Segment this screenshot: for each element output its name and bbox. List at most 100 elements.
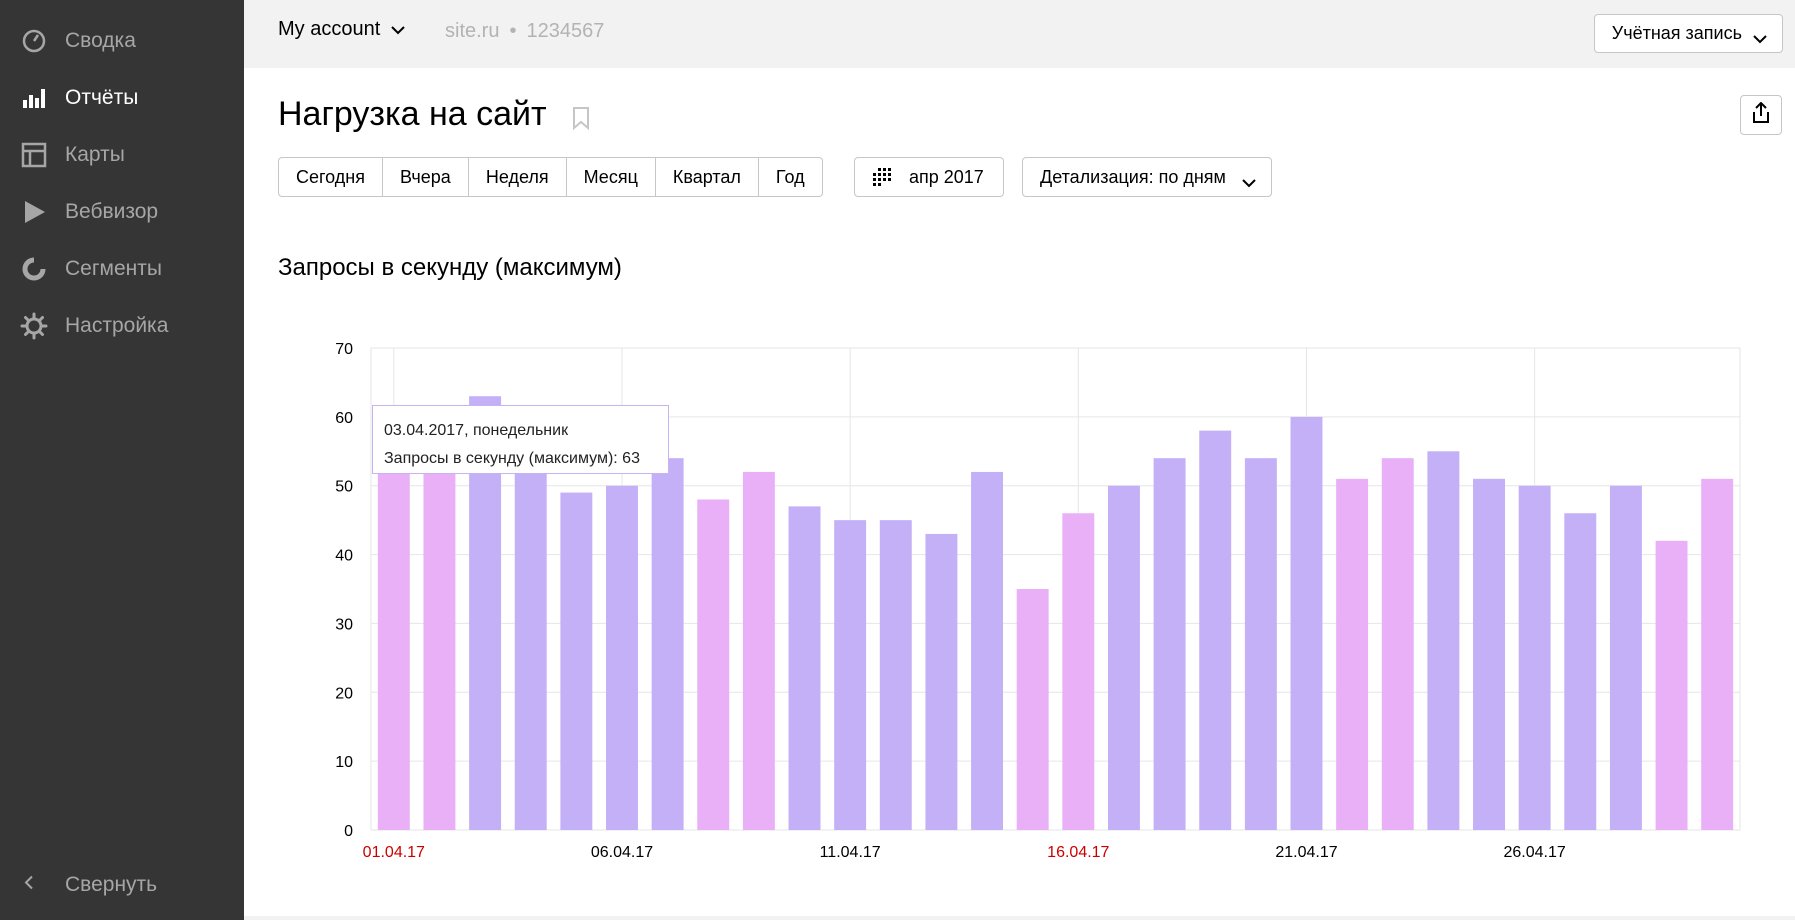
calendar-grid-icon	[873, 168, 895, 186]
x-tick-label: 01.04.17	[363, 844, 425, 861]
sidebar-item-label: Сводка	[65, 28, 136, 52]
sidebar-item-label: Сегменты	[65, 256, 162, 280]
sidebar-item-label: Карты	[65, 142, 125, 166]
bar-28.04.17[interactable]	[1609, 485, 1642, 830]
sidebar-item-settings[interactable]: Настройка	[0, 297, 244, 354]
chevron-down-icon	[1752, 28, 1768, 49]
bookmark-icon[interactable]	[572, 106, 590, 135]
bottom-divider	[244, 916, 1795, 920]
x-tick-label: 26.04.17	[1504, 844, 1566, 861]
x-tick-label: 21.04.17	[1275, 844, 1337, 861]
bar-13.04.17[interactable]	[925, 533, 958, 830]
detail-dropdown[interactable]: Детализация: по дням	[1022, 157, 1272, 197]
bar-25.04.17[interactable]	[1473, 478, 1505, 830]
chevron-down-icon	[390, 22, 406, 40]
play-icon	[20, 198, 48, 226]
bar-24.04.17[interactable]	[1427, 451, 1460, 830]
bar-22.04.17[interactable]	[1336, 478, 1369, 830]
bar-27.04.17[interactable]	[1564, 513, 1597, 830]
detail-label: Детализация: по дням	[1040, 166, 1226, 187]
user-account-label: Учётная запись	[1611, 23, 1742, 43]
bar-06.04.17[interactable]	[606, 485, 638, 830]
y-tick-label: 60	[335, 410, 353, 427]
bar-09.04.17[interactable]	[742, 471, 775, 830]
bar-30.04.17[interactable]	[1701, 478, 1734, 830]
bar-19.04.17[interactable]	[1199, 430, 1232, 830]
sidebar-item-label: Настройка	[65, 313, 169, 337]
y-tick-label: 0	[344, 823, 353, 840]
period-selector: Сегодня Вчера Неделя Месяц Квартал Год	[278, 157, 823, 197]
period-year-button[interactable]: Год	[757, 158, 822, 196]
counter-id: 1234567	[526, 20, 605, 42]
period-quarter-button[interactable]: Квартал	[654, 158, 758, 196]
site-info: site.ru • 1234567	[445, 20, 604, 43]
y-tick-label: 20	[335, 685, 353, 702]
bar-11.04.17[interactable]	[834, 520, 867, 830]
gear-icon	[20, 312, 48, 340]
plot-area-border	[370, 347, 1741, 831]
bar-17.04.17[interactable]	[1107, 485, 1140, 830]
pie-segment-icon	[20, 255, 48, 283]
y-tick-label: 10	[335, 754, 353, 771]
bar-07.04.17[interactable]	[651, 458, 684, 830]
user-account-button[interactable]: Учётная запись	[1593, 14, 1783, 53]
gauge-icon	[20, 27, 48, 55]
bar-18.04.17[interactable]	[1153, 458, 1186, 830]
y-tick-label: 30	[335, 616, 353, 633]
chart-tooltip: 03.04.2017, понедельник Запросы в секунд…	[372, 405, 669, 474]
bar-05.04.17[interactable]	[560, 492, 593, 830]
bar-02.04.17[interactable]	[423, 437, 456, 830]
sidebar-item-maps[interactable]: Карты	[0, 126, 244, 183]
tooltip-date: 03.04.2017, понедельник	[384, 422, 569, 439]
sidebar-item-webvisor[interactable]: Вебвизор	[0, 183, 244, 240]
bar-16.04.17[interactable]	[1062, 513, 1095, 830]
x-tick-label: 16.04.17	[1047, 844, 1109, 861]
chevron-down-icon	[1241, 172, 1257, 193]
bar-chart-icon	[20, 84, 48, 112]
y-tick-label: 70	[335, 341, 353, 358]
share-upload-icon	[1751, 101, 1771, 129]
sidebar-item-segments[interactable]: Сегменты	[0, 240, 244, 297]
bar-20.04.17[interactable]	[1244, 458, 1277, 830]
tooltip-value: Запросы в секунду (максимум): 63	[384, 450, 640, 467]
bar-08.04.17[interactable]	[697, 499, 730, 830]
page-title: Нагрузка на сайт	[278, 95, 547, 133]
date-range-button[interactable]: апр 2017	[854, 157, 1004, 197]
account-name: My account	[278, 18, 381, 40]
y-tick-label: 40	[335, 548, 353, 565]
y-tick-label: 50	[335, 479, 353, 496]
bar-15.04.17[interactable]	[1016, 589, 1049, 830]
period-week-button[interactable]: Неделя	[467, 158, 566, 196]
export-button[interactable]	[1740, 95, 1782, 135]
date-range-label: апр 2017	[909, 166, 984, 187]
chevron-left-icon	[22, 874, 36, 897]
sidebar-collapse-button[interactable]: Свернуть	[0, 860, 244, 910]
x-tick-label: 06.04.17	[591, 844, 653, 861]
load-bar-chart: 0 10 20 30 40 50 60 70 01.04.17 06.04.17 11.04.17 1…	[335, 341, 1741, 861]
sidebar-item-label: Вебвизор	[65, 199, 159, 223]
period-today-button[interactable]: Сегодня	[296, 166, 365, 187]
bar-12.04.17[interactable]	[879, 520, 912, 830]
bar-29.04.17[interactable]	[1655, 540, 1688, 830]
chart-title: Запросы в секунду (максимум)	[278, 254, 622, 281]
bar-10.04.17[interactable]	[788, 506, 821, 830]
bar-21.04.17[interactable]	[1290, 416, 1323, 830]
period-yesterday-button[interactable]: Вчера	[382, 158, 468, 196]
bar-26.04.17[interactable]	[1518, 485, 1551, 830]
bar-01.04.17[interactable]	[377, 437, 410, 830]
account-switcher[interactable]: My account	[278, 18, 406, 41]
period-month-button[interactable]: Месяц	[565, 158, 655, 196]
bar-14.04.17[interactable]	[971, 471, 1004, 830]
layout-map-icon	[20, 141, 48, 169]
site-domain: site.ru	[445, 20, 500, 42]
top-header: My account site.ru • 1234567 Учётная запис…	[244, 0, 1795, 68]
bar-23.04.17[interactable]	[1381, 458, 1414, 830]
bar-04.04.17[interactable]	[514, 451, 547, 830]
x-tick-label: 11.04.17	[820, 844, 881, 861]
sidebar-item-reports[interactable]: Отчёты	[0, 69, 244, 126]
sidebar-item-label: Отчёты	[65, 85, 139, 109]
sidebar: Сводка Отчёты Карты Вебвизор Сегменты На…	[0, 0, 244, 920]
collapse-label: Свернуть	[65, 873, 158, 896]
sidebar-item-summary[interactable]: Сводка	[0, 12, 244, 69]
separator-dot: •	[509, 20, 517, 42]
